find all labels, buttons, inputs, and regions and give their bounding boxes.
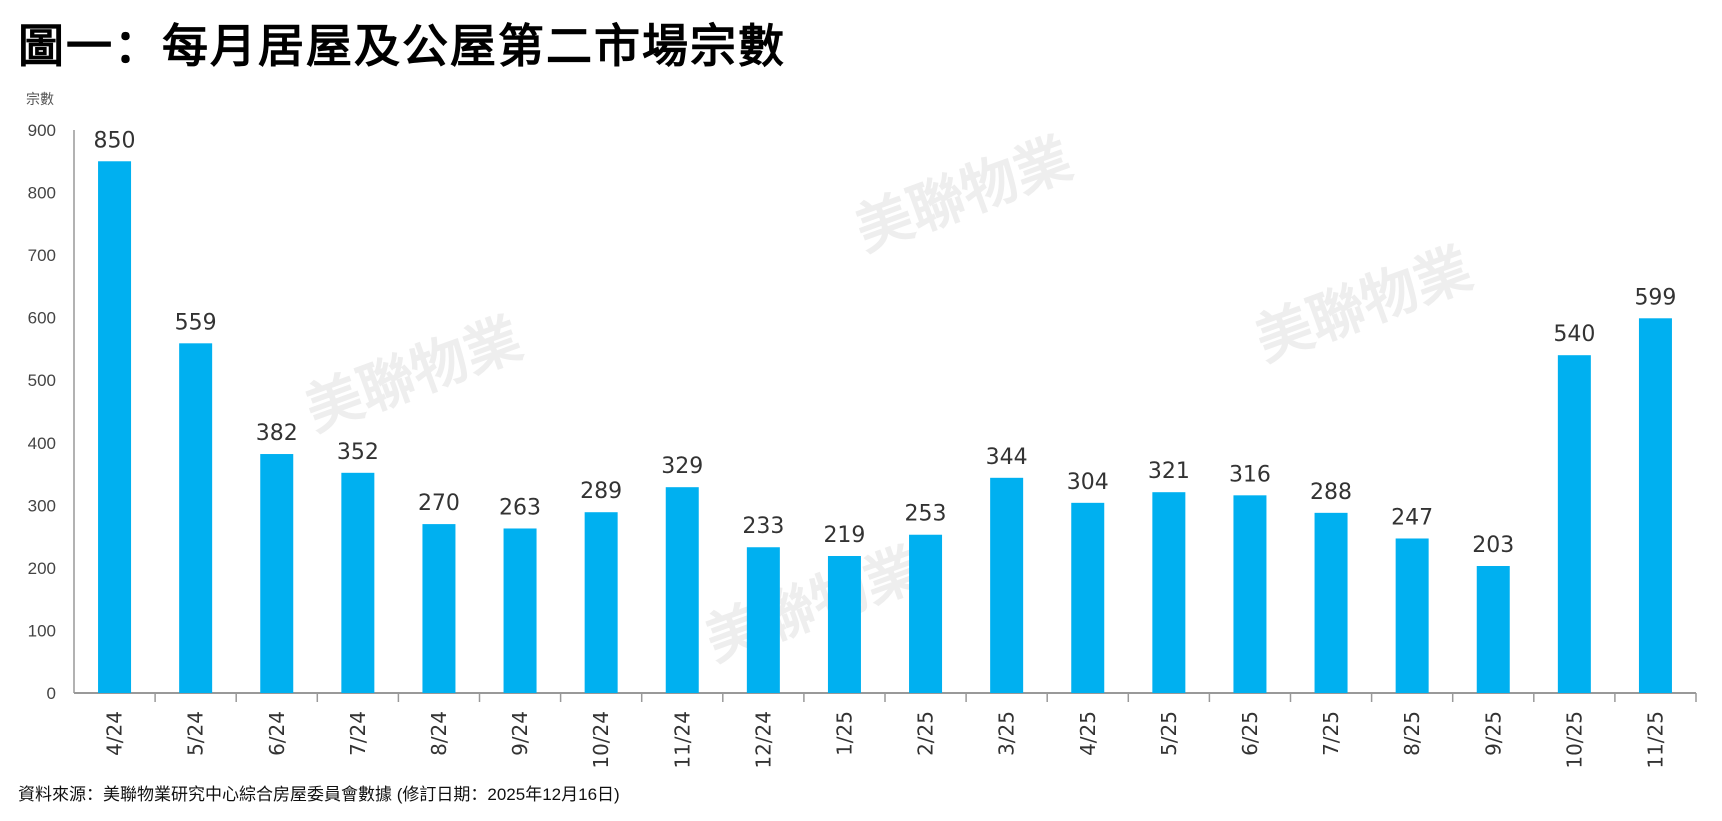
data-label: 270	[418, 491, 460, 516]
bar	[341, 472, 375, 693]
x-tick-label: 11/25	[1643, 711, 1667, 769]
y-tick-label: 700	[28, 246, 56, 265]
x-tick-label: 7/25	[1319, 711, 1343, 756]
data-label: 344	[986, 445, 1028, 470]
bar	[1557, 355, 1591, 693]
y-tick-label: 100	[28, 621, 56, 640]
x-tick-label: 1/25	[832, 711, 856, 756]
x-tick-label: 6/24	[265, 711, 289, 756]
y-tick-label: 300	[28, 496, 56, 515]
source-note: 資料來源：美聯物業研究中心綜合房屋委員會數據 (修訂日期：2025年12月16日…	[18, 785, 620, 804]
bar	[422, 524, 456, 693]
data-label: 559	[175, 310, 217, 335]
bar	[1395, 538, 1429, 693]
x-tick-label: 4/25	[1076, 711, 1100, 756]
data-label: 540	[1553, 322, 1595, 347]
x-tick-label: 11/24	[670, 711, 694, 769]
x-tick-label: 9/25	[1481, 711, 1505, 756]
data-label: 219	[823, 523, 865, 548]
x-tick-label: 10/25	[1562, 711, 1586, 769]
data-label: 321	[1148, 459, 1190, 484]
data-label: 263	[499, 495, 541, 520]
bar	[990, 477, 1024, 693]
y-tick-label: 600	[28, 309, 56, 328]
data-label: 352	[337, 440, 379, 465]
bar	[665, 487, 699, 693]
data-label: 382	[256, 421, 298, 446]
bar	[1233, 495, 1267, 693]
y-tick-label: 800	[28, 184, 56, 203]
bar	[503, 528, 537, 693]
y-tick-label: 500	[28, 371, 56, 390]
bar	[98, 161, 132, 693]
chart-title: 圖一：每月居屋及公屋第二市場宗數	[18, 19, 786, 73]
bar	[260, 454, 294, 693]
data-label: 233	[742, 514, 784, 539]
y-tick-label: 900	[28, 121, 56, 140]
x-tick-label: 12/24	[751, 711, 775, 769]
x-tick-label: 6/25	[1238, 711, 1262, 756]
bar	[1152, 492, 1186, 693]
y-tick-label: 0	[47, 684, 56, 703]
x-tick-label: 2/25	[914, 711, 938, 756]
x-tick-label: 10/24	[589, 711, 613, 769]
data-label: 203	[1472, 533, 1514, 558]
y-tick-label: 200	[28, 559, 56, 578]
data-label: 289	[580, 479, 622, 504]
bar	[1314, 512, 1348, 693]
data-label: 253	[905, 502, 947, 527]
data-label: 247	[1391, 505, 1433, 530]
x-tick-label: 5/24	[184, 711, 208, 756]
bar	[827, 556, 861, 693]
x-tick-label: 9/24	[508, 711, 532, 756]
bar	[746, 547, 780, 693]
x-tick-label: 8/25	[1400, 711, 1424, 756]
bar	[1071, 502, 1105, 693]
x-tick-label: 8/24	[427, 711, 451, 756]
x-tick-label: 3/25	[995, 711, 1019, 756]
data-label: 304	[1067, 470, 1109, 495]
data-label: 329	[661, 454, 703, 479]
bar	[179, 343, 213, 693]
data-label: 850	[94, 128, 136, 153]
bar	[1476, 566, 1510, 693]
bar	[1638, 318, 1672, 693]
bar	[584, 512, 618, 693]
x-tick-label: 5/25	[1157, 711, 1181, 756]
bar	[909, 534, 943, 693]
x-tick-label: 7/24	[346, 711, 370, 756]
x-tick-label: 4/24	[103, 711, 127, 756]
data-label: 288	[1310, 480, 1352, 505]
data-label: 599	[1634, 285, 1676, 310]
data-label: 316	[1229, 462, 1271, 487]
y-tick-label: 400	[28, 434, 56, 453]
y-axis-label: 宗數	[26, 92, 54, 108]
